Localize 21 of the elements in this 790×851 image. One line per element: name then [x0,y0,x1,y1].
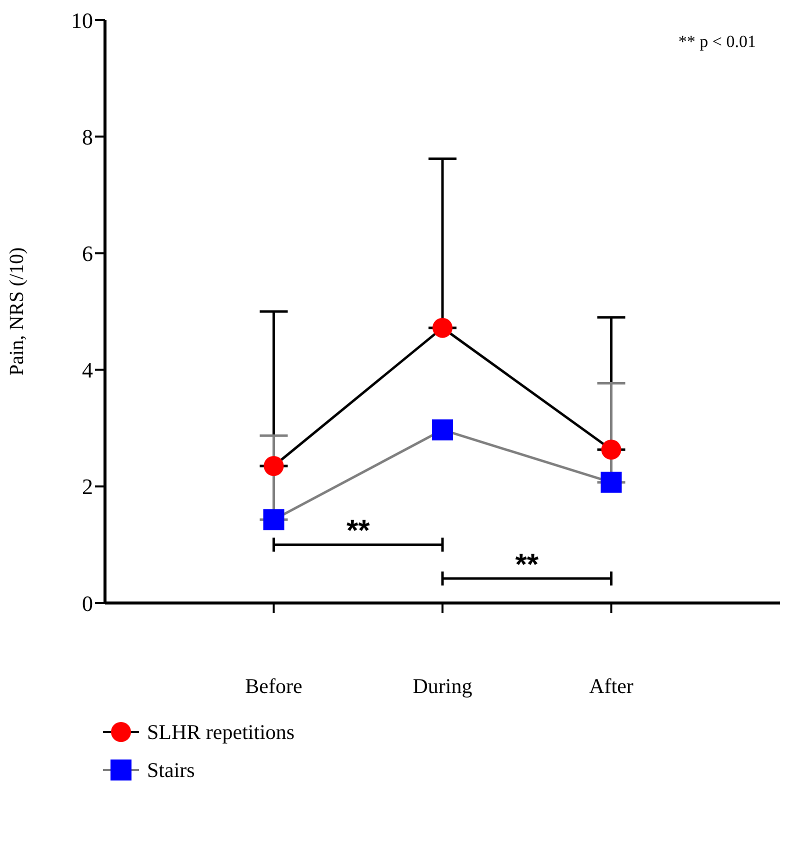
x-tick-label: After [589,674,634,698]
y-tick-label: 2 [82,474,93,500]
annotation: ** p < 0.01 [678,32,756,52]
legend-label: Stairs [147,758,195,782]
legend-label: SLHR repetitions [147,720,295,744]
x-tick-label: Before [245,674,302,698]
x-tick-label: During [412,674,473,698]
y-tick-label: 10 [71,8,93,33]
point [432,419,453,440]
y-tick-label: 4 [82,358,93,383]
y-tick-label: 0 [82,590,93,616]
point [601,440,622,460]
y-axis-title: Pain, NRS (/10) [6,247,28,376]
point [432,318,452,338]
y-tick-label: 6 [82,241,93,266]
annotation: ** [515,548,539,582]
y-tick-label: 8 [82,124,93,150]
point [263,509,284,530]
annotation: ** [346,514,370,548]
point [264,456,284,476]
point [600,472,622,493]
